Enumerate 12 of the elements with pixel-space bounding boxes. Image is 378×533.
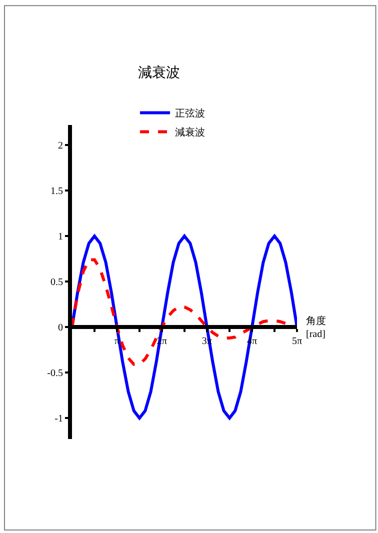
chart-title: 減衰波 xyxy=(138,64,180,81)
y-tick-label: -0.5 xyxy=(47,368,63,380)
legend-label: 減衰波 xyxy=(175,126,205,139)
y-tick-label: 2 xyxy=(58,140,63,152)
y-tick-label: 1 xyxy=(58,232,63,243)
y-tick-label: 0.5 xyxy=(50,277,63,288)
y-tick-label: 0 xyxy=(58,322,63,334)
y-tick-label: 1.5 xyxy=(50,186,63,198)
y-tick-label: -1 xyxy=(54,414,63,425)
x-tick-label: 5π xyxy=(292,336,302,348)
x-axis-title: 角度 [rad] xyxy=(306,315,326,340)
legend-label: 正弦波 xyxy=(175,108,205,120)
